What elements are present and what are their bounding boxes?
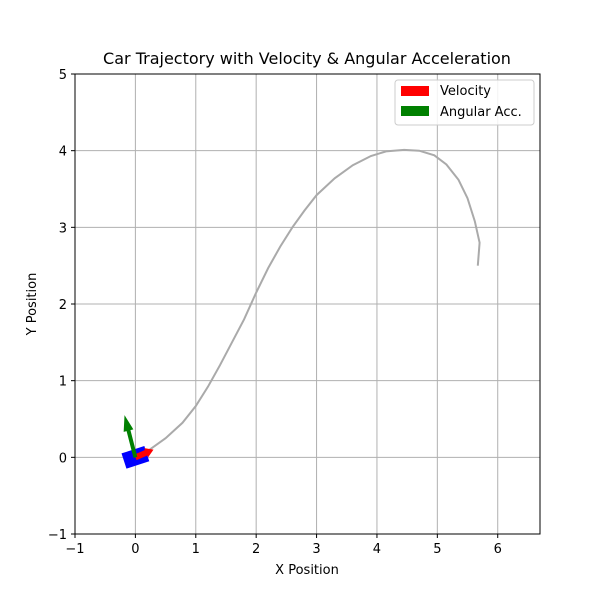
angular-acc-arrow-shape bbox=[123, 415, 138, 458]
x-tick-label: 4 bbox=[373, 542, 381, 557]
x-tick-label: 2 bbox=[252, 542, 260, 557]
x-tick-label: 1 bbox=[192, 542, 200, 557]
y-tick-label: 3 bbox=[59, 221, 67, 236]
trajectory-line bbox=[134, 148, 481, 459]
legend: Velocity Angular Acc. bbox=[394, 79, 535, 126]
ticks: −1 0 1 2 3 4 5 6 −1 0 1 2 3 4 5 bbox=[48, 68, 502, 557]
legend-box bbox=[394, 79, 535, 126]
y-tick-label: 5 bbox=[59, 68, 67, 83]
x-tick-label: 6 bbox=[494, 542, 502, 557]
y-tick-label: −1 bbox=[48, 528, 67, 543]
y-tick-label: 2 bbox=[59, 298, 67, 313]
angular-acc-arrow bbox=[123, 415, 138, 458]
y-tick-label: 4 bbox=[59, 145, 67, 160]
chart-title: Car Trajectory with Velocity & Angular A… bbox=[103, 49, 511, 68]
y-tick-label: 1 bbox=[59, 375, 67, 390]
vector-layer bbox=[121, 415, 154, 469]
x-tick-label: −1 bbox=[65, 542, 84, 557]
x-tick-label: 5 bbox=[433, 542, 441, 557]
x-tick-label: 3 bbox=[312, 542, 320, 557]
legend-label-velocity: Velocity bbox=[440, 84, 491, 99]
x-tick-label: 0 bbox=[131, 542, 139, 557]
y-axis-label: Y Position bbox=[25, 273, 40, 337]
legend-swatch-angular-acc bbox=[401, 106, 429, 116]
velocity-arrow-shape bbox=[134, 448, 154, 461]
x-axis-label: X Position bbox=[275, 563, 339, 578]
legend-swatch-velocity bbox=[401, 86, 429, 96]
velocity-arrow bbox=[134, 448, 154, 461]
legend-label-angular-acc: Angular Acc. bbox=[440, 105, 522, 120]
y-tick-label: 0 bbox=[59, 451, 67, 466]
trajectory-layer bbox=[134, 148, 481, 459]
